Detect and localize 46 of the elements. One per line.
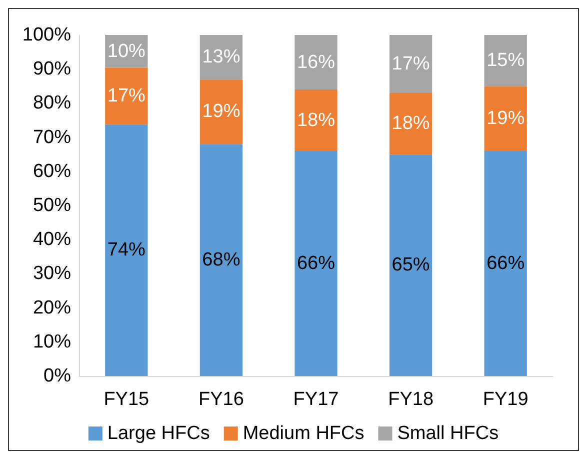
x-tick-label: FY16 (198, 389, 244, 410)
x-tick-label: FY15 (104, 389, 150, 410)
bar (200, 144, 243, 376)
bar (294, 90, 338, 151)
bar (294, 150, 338, 376)
bar (105, 68, 148, 124)
data-label: 19% (202, 101, 240, 122)
y-tick-label: 70% (32, 126, 72, 148)
x-tick-label: FY18 (388, 389, 434, 410)
bar (105, 124, 148, 376)
legend-label: Small HFCs (397, 423, 499, 444)
y-tick-label: 10% (32, 331, 72, 352)
legend-label: Medium HFCs (242, 423, 364, 444)
bar (484, 150, 527, 376)
data-label: 17% (392, 53, 430, 74)
y-tick-label: 50% (32, 195, 72, 216)
y-tick-label: 0% (44, 366, 72, 386)
bar (200, 79, 243, 144)
data-label: 68% (202, 250, 240, 271)
data-label: 15% (486, 50, 525, 72)
bar (389, 154, 432, 376)
legend-label: Large HFCs (107, 423, 210, 444)
data-label: 65% (392, 254, 430, 276)
y-tick-label: 20% (32, 297, 72, 318)
bar (294, 35, 338, 90)
data-label: 17% (107, 86, 146, 107)
x-tick-label: FY17 (293, 389, 339, 410)
data-label: 74% (107, 240, 146, 261)
x-tick-label: FY19 (482, 389, 528, 410)
data-label: 13% (202, 46, 240, 68)
y-tick-label: 80% (32, 92, 72, 114)
bar (484, 86, 527, 151)
data-label: 16% (296, 52, 336, 73)
data-label: 19% (486, 108, 525, 130)
y-tick-label: 60% (32, 160, 72, 182)
data-label: 10% (107, 40, 146, 62)
y-tick-label: 40% (32, 229, 72, 250)
data-label: 18% (392, 113, 430, 134)
data-label: 66% (296, 252, 336, 274)
y-tick-label: 100% (22, 24, 72, 46)
y-tick-label: 30% (32, 263, 72, 284)
data-label: 18% (296, 110, 336, 131)
data-label: 66% (486, 252, 525, 274)
bar (389, 35, 432, 93)
y-tick-label: 90% (32, 58, 72, 80)
bar (389, 92, 432, 154)
